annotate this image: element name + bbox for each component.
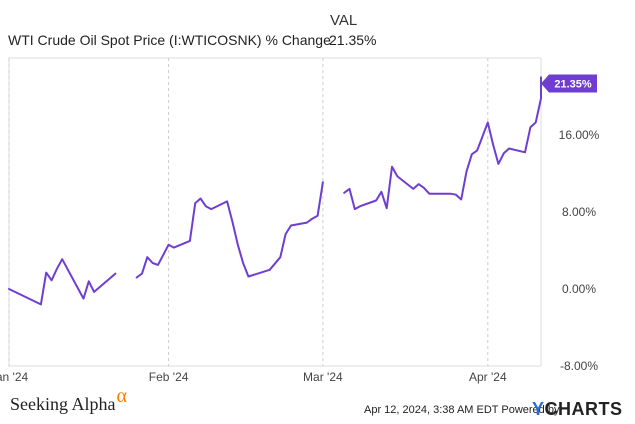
series-line (8, 258, 117, 306)
y-tick-label: 16.00% (559, 128, 600, 142)
end-value-label: 21.35% (554, 79, 592, 91)
end-value-badge (541, 74, 597, 93)
x-tick-label: Mar '24 (303, 370, 343, 384)
timestamp: Apr 12, 2024, 3:38 AM EDT Powered by (364, 404, 560, 416)
x-tick-label: Feb '24 (149, 370, 189, 384)
seeking-alpha-wordmark: Seeking Alpha (10, 394, 116, 414)
seeking-alpha-logo: Seeking Alphaα (10, 385, 127, 416)
ycharts-logo[interactable]: YCHARTS (532, 399, 623, 420)
y-tick-label: -8.00% (560, 359, 598, 373)
plot-frame (8, 57, 542, 367)
series-value: 21.35% (329, 32, 377, 48)
line-chart: Jan '24 Feb '24 Mar '24 Apr '24 16.00% 8.00% 0… (0, 57, 600, 384)
ycharts-y-mark: Y (532, 399, 545, 419)
y-tick-label: 8.00% (562, 205, 596, 219)
series-line (343, 76, 542, 211)
y-tick-label: 0.00% (562, 282, 596, 296)
series-line (135, 181, 324, 279)
ycharts-wordmark: CHARTS (544, 399, 623, 419)
legend-header: VAL (330, 12, 358, 29)
x-tick-label: Jan '24 (0, 370, 28, 384)
alpha-mark: α (116, 385, 127, 407)
x-tick-label: Apr '24 (469, 370, 507, 384)
series-label[interactable]: WTI Crude Oil Spot Price (I:WTICOSNK) % … (8, 32, 331, 48)
